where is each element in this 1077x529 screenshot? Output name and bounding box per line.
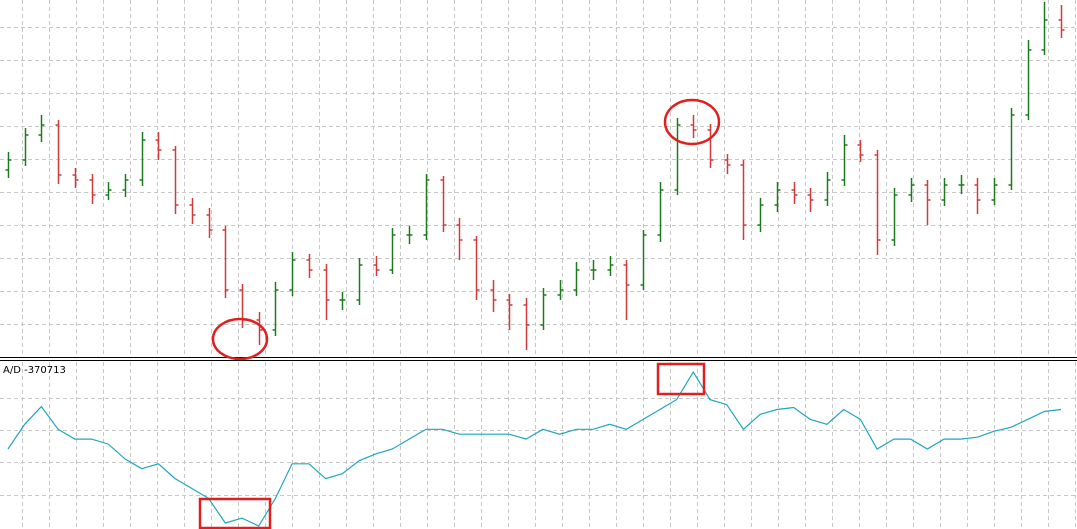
indicator-line [7, 370, 1062, 527]
highlight-box [656, 362, 706, 396]
highlight-circle [211, 317, 269, 361]
indicator-title: A/D -370713 [3, 365, 66, 376]
highlight-circle [663, 98, 721, 146]
marks [5, 2, 1065, 527]
highlight-box [198, 497, 272, 529]
